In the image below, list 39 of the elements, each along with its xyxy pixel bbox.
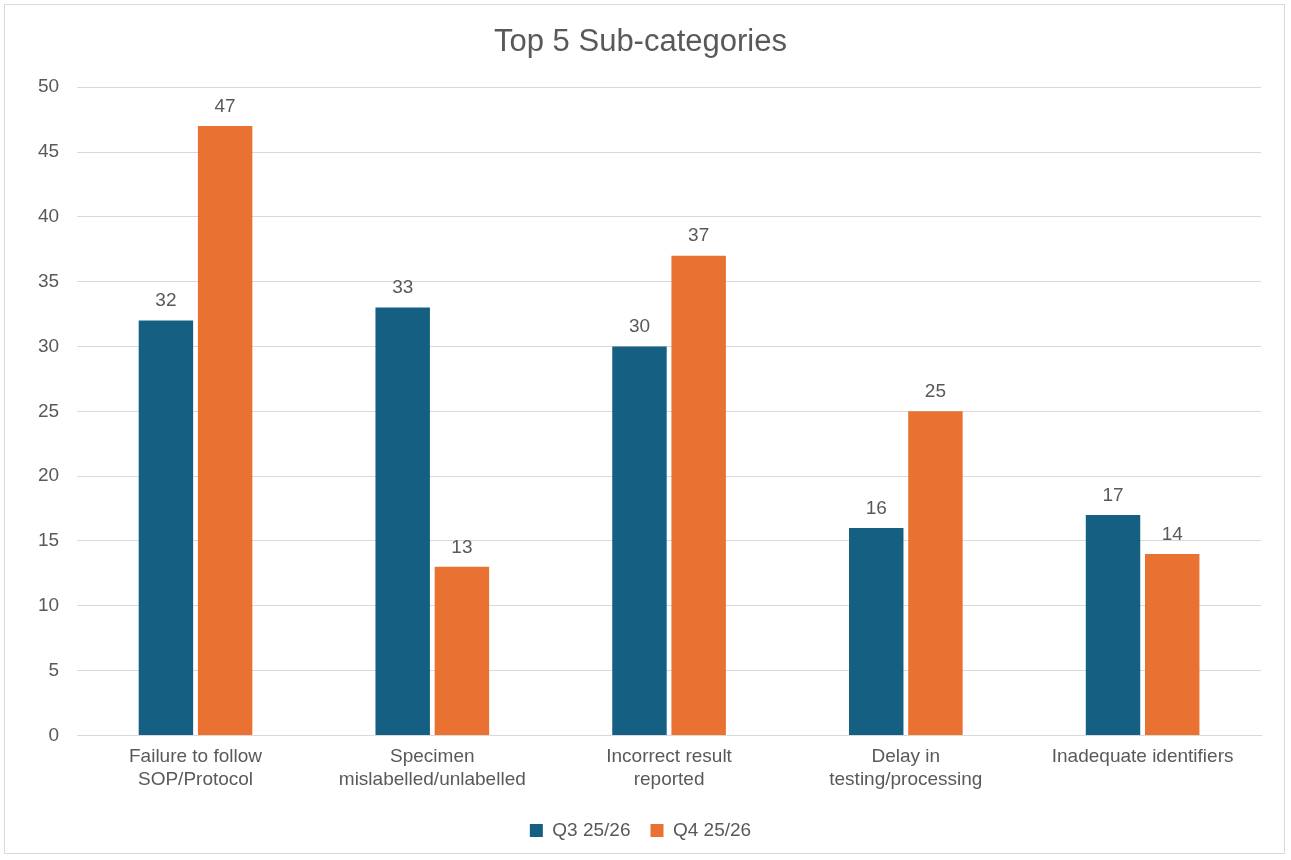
y-tick-label: 30: [37, 334, 60, 356]
bar: [671, 255, 726, 735]
bar: [434, 566, 490, 735]
y-tick-label: 15: [37, 529, 60, 551]
bar: [1144, 553, 1200, 735]
data-label: 32: [155, 289, 177, 311]
data-label: 25: [924, 380, 947, 402]
data-label: 30: [628, 315, 651, 337]
data-label: 16: [865, 496, 887, 518]
bar: [908, 411, 963, 735]
y-tick-label: 40: [37, 205, 60, 227]
bar: [375, 307, 430, 735]
x-tick-label: Specimen mislabelled/unlabelled: [338, 745, 526, 789]
bar: [612, 346, 667, 735]
bar: [849, 527, 904, 735]
y-tick-label: 20: [37, 464, 60, 486]
y-tick-label: 0: [48, 723, 60, 745]
y-tick-label: 45: [37, 140, 60, 162]
x-tick-label: Incorrect result reported: [606, 745, 733, 789]
y-tick-label: 10: [37, 593, 60, 615]
chart-title: Top 5 Sub-categories: [494, 23, 787, 59]
legend-label: Q3 25/26: [552, 818, 631, 840]
legend-label: Q4 25/26: [673, 818, 752, 840]
bar: [138, 320, 194, 735]
data-label: 14: [1161, 522, 1184, 544]
data-label: 17: [1102, 483, 1124, 505]
x-tick-label: Delay in testing/processing: [829, 745, 983, 789]
x-tick-label: Failure to follow SOP/Protocol: [128, 745, 263, 789]
y-tick-label: 25: [37, 399, 60, 421]
data-label: 33: [392, 276, 414, 298]
data-label: 47: [214, 94, 236, 116]
y-tick-label: 35: [37, 269, 60, 291]
data-label: 37: [688, 224, 710, 246]
x-tick-label: Inadequate identifiers: [1051, 745, 1234, 767]
data-label: 13: [451, 535, 473, 557]
bar: [197, 126, 253, 735]
y-tick-label: 5: [48, 658, 60, 680]
y-tick-label: 50: [37, 75, 60, 97]
bar: [1085, 515, 1141, 735]
